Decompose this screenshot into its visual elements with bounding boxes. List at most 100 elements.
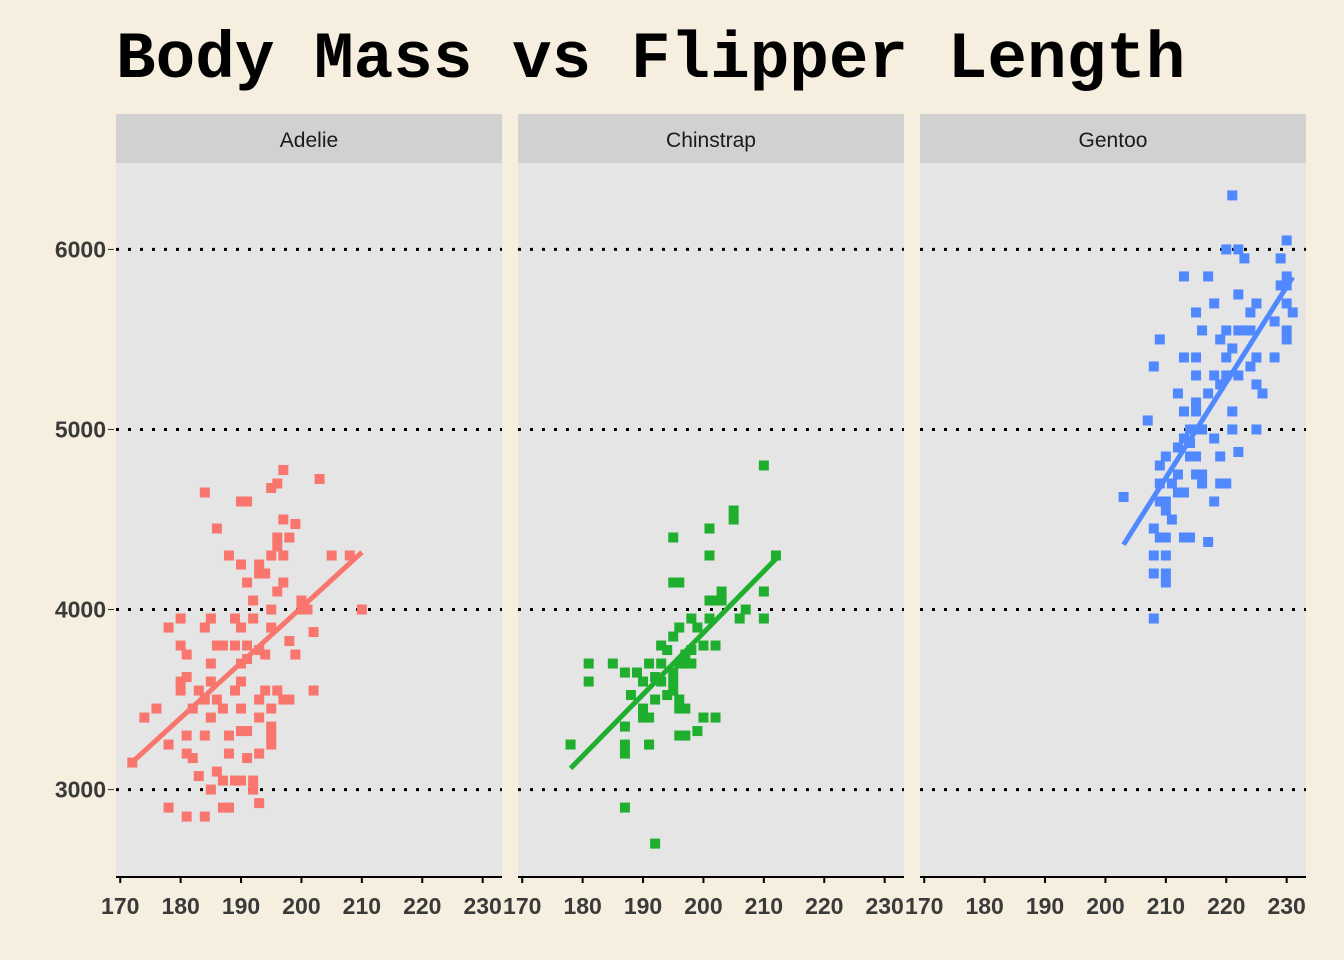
data-point <box>619 802 630 813</box>
data-point <box>638 703 649 714</box>
data-point <box>1227 406 1238 417</box>
data-point <box>1178 271 1189 282</box>
data-point <box>284 532 295 543</box>
data-point <box>1221 244 1232 255</box>
data-point <box>1215 334 1226 345</box>
data-point <box>181 748 192 759</box>
data-point <box>284 636 295 647</box>
data-point <box>205 658 216 669</box>
data-point <box>758 613 769 624</box>
data-point <box>1281 271 1292 282</box>
data-point <box>1245 325 1256 336</box>
data-point <box>223 550 234 561</box>
data-point <box>644 739 655 750</box>
data-point <box>260 568 271 579</box>
data-point <box>728 505 739 516</box>
data-point <box>1191 370 1202 381</box>
data-point <box>1160 577 1171 588</box>
data-point <box>668 685 679 696</box>
data-point <box>266 482 277 493</box>
data-point <box>674 658 685 669</box>
x-tick-label: 190 <box>1026 893 1064 919</box>
data-point <box>254 645 265 656</box>
facet-panel-gentoo: Gentoo 170 180 190 200 210 220 230 <box>905 114 1306 919</box>
chart-title: Body Mass vs Flipper Length <box>116 22 1186 97</box>
data-point <box>650 694 661 705</box>
data-point <box>205 784 216 795</box>
data-point <box>680 658 691 669</box>
data-point <box>638 676 649 687</box>
data-point <box>668 532 679 543</box>
data-point <box>1178 532 1189 543</box>
y-tick-label: 3000 <box>55 777 106 803</box>
data-point <box>1197 478 1208 489</box>
data-point <box>1178 352 1189 363</box>
data-point <box>175 676 186 687</box>
data-point <box>625 690 636 701</box>
data-point <box>254 798 265 809</box>
x-tick-label: 170 <box>503 893 541 919</box>
data-point <box>236 496 247 507</box>
data-point <box>230 685 241 696</box>
data-point <box>1160 451 1171 462</box>
x-tick-label: 230 <box>463 893 501 919</box>
data-point <box>619 748 630 759</box>
data-point <box>662 645 673 656</box>
data-point <box>1148 523 1159 534</box>
data-point <box>181 730 192 741</box>
data-point <box>278 464 289 475</box>
data-point <box>199 694 210 705</box>
data-point <box>680 703 691 714</box>
data-point <box>1154 334 1165 345</box>
data-point <box>205 613 216 624</box>
data-point <box>1191 352 1202 363</box>
data-point <box>650 672 661 683</box>
x-tick-label: 220 <box>403 893 441 919</box>
data-point <box>619 667 630 678</box>
data-point <box>1178 487 1189 498</box>
data-point <box>716 595 727 606</box>
data-point <box>656 676 667 687</box>
data-point <box>266 622 277 633</box>
data-point <box>710 640 721 651</box>
data-point <box>1191 469 1202 480</box>
data-point <box>272 586 283 597</box>
data-point <box>704 595 715 606</box>
data-point <box>1191 397 1202 408</box>
data-point <box>1160 505 1171 516</box>
data-point <box>1251 424 1262 435</box>
data-point <box>181 672 192 683</box>
panel-background <box>518 163 904 876</box>
data-point <box>278 577 289 588</box>
data-point <box>175 685 186 696</box>
data-point <box>1203 388 1214 399</box>
data-point <box>1251 298 1262 309</box>
data-point <box>619 721 630 732</box>
data-point <box>211 640 222 651</box>
data-point <box>193 685 204 696</box>
data-point <box>1166 514 1177 525</box>
data-point <box>199 730 210 741</box>
data-point <box>674 694 685 705</box>
data-point <box>314 473 325 484</box>
data-point <box>254 712 265 723</box>
data-point <box>680 730 691 741</box>
data-point <box>1191 307 1202 318</box>
data-point <box>205 676 216 687</box>
data-point <box>698 712 709 723</box>
data-point <box>607 658 618 669</box>
data-point <box>692 622 703 633</box>
data-point <box>1221 478 1232 489</box>
data-point <box>211 694 222 705</box>
data-point <box>175 613 186 624</box>
data-point <box>248 775 259 786</box>
x-tick-label: 190 <box>624 893 662 919</box>
data-point <box>1269 352 1280 363</box>
data-point <box>217 703 228 714</box>
data-point <box>1191 406 1202 417</box>
data-point <box>1221 325 1232 336</box>
data-point <box>199 487 210 498</box>
data-point <box>1209 496 1220 507</box>
data-point <box>1148 361 1159 372</box>
